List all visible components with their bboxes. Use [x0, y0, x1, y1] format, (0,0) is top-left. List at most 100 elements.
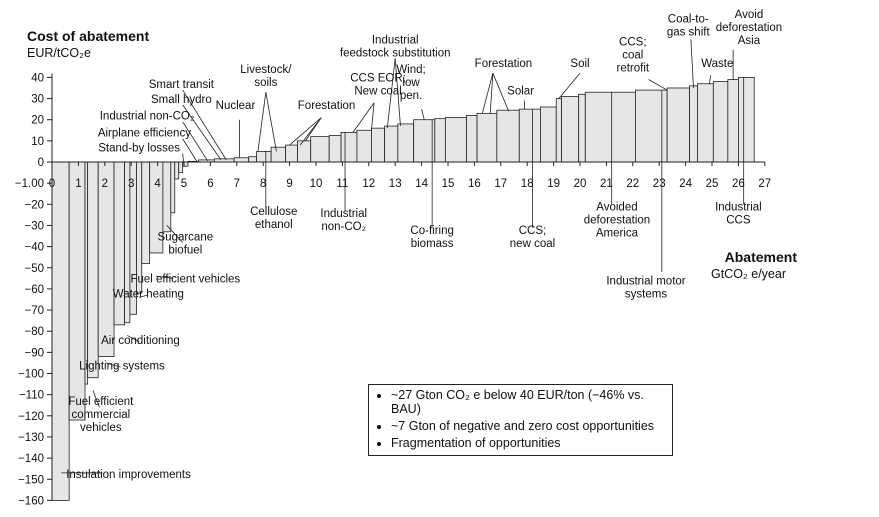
annotation-label: Industrial non-CO₂ — [100, 111, 195, 123]
y-tick-label: −90 — [24, 347, 44, 359]
y-tick-label: −110 — [19, 390, 44, 402]
annotation-label: Stand-by losses — [98, 142, 180, 154]
x-tick-label: 25 — [706, 178, 719, 190]
cost-bar — [578, 93, 586, 163]
cost-bar — [285, 144, 298, 163]
cost-bar — [476, 112, 498, 163]
x-tick-label: 20 — [574, 178, 587, 190]
leader-line — [492, 73, 510, 112]
leader-line — [182, 121, 209, 162]
x-tick-label: 18 — [521, 178, 534, 190]
cost-bar — [340, 131, 358, 163]
leader-line — [265, 92, 277, 152]
x-tick-label: 13 — [389, 178, 402, 190]
cost-bar — [97, 161, 115, 357]
y-tick-label: −160 — [18, 495, 44, 507]
cost-bar — [248, 156, 257, 163]
cost-bar — [384, 125, 399, 163]
leader-line — [352, 102, 375, 133]
annotation-label: Industrial CCS — [715, 202, 762, 227]
cost-bar — [113, 161, 126, 326]
leader-line — [489, 73, 494, 114]
cost-bar — [666, 87, 690, 163]
leader-line — [394, 58, 401, 127]
annotation-label: Coal-to-gas shift — [667, 13, 711, 38]
annotation-label: Water heating — [113, 288, 184, 300]
leader-line — [289, 117, 322, 146]
leader-line — [156, 275, 174, 279]
y-tick-label: −70 — [24, 305, 44, 317]
cost-bar — [178, 161, 184, 173]
annotation-label: Avoided deforestation America — [584, 202, 651, 240]
annotation-label: CCS; coal retrofit — [617, 37, 650, 75]
cost-bar — [434, 118, 446, 163]
annotation-label: Nuclear — [216, 100, 256, 112]
leader-line — [257, 92, 267, 152]
key-point-item: ~27 Gton CO₂ e below 40 EUR/ton (−46% vs… — [391, 388, 666, 416]
x-tick-label: 23 — [653, 178, 666, 190]
annotation-label: Smart transit — [149, 79, 215, 91]
annotation-label: Sugarcane biofuel — [158, 231, 214, 256]
leader-line — [182, 89, 227, 161]
x-tick-label: 16 — [468, 178, 481, 190]
annotation-label: Industrial feedstock substitution — [340, 35, 451, 60]
y-tick-label: −1.00 — [15, 178, 44, 190]
x-axis-units: GtCO₂ e/year — [711, 267, 786, 281]
cost-bar — [51, 161, 70, 501]
cost-bar — [87, 161, 99, 379]
x-tick-label: 1 — [75, 178, 81, 190]
annotation-label: Air conditioning — [101, 335, 180, 347]
y-tick-label: −130 — [18, 432, 44, 444]
x-tick-label: 9 — [286, 178, 292, 190]
cost-bar — [256, 151, 272, 163]
cost-bar — [518, 108, 541, 163]
y-tick-label: −100 — [18, 369, 44, 381]
annotation-label: Insulation improvements — [66, 469, 191, 481]
cost-bar — [444, 117, 467, 163]
leader-line — [558, 72, 581, 99]
annotation-label: Forestation — [298, 100, 356, 112]
x-tick-label: 12 — [362, 178, 375, 190]
annotation-label: Livestock/soils — [240, 64, 292, 89]
cost-bar — [328, 135, 342, 163]
cost-bar — [738, 77, 755, 163]
cost-bar — [584, 91, 636, 163]
annotation-label: Lighting systems — [79, 360, 165, 372]
leader-line — [386, 58, 396, 129]
annotation-label: Small hydro — [151, 94, 212, 106]
leader-line — [106, 362, 121, 368]
x-tick-label: 26 — [732, 178, 745, 190]
key-points-box: ~27 Gton CO₂ e below 40 EUR/ton (−46% vs… — [368, 384, 673, 456]
leader-line — [182, 138, 198, 163]
x-tick-label: 8 — [260, 178, 266, 190]
axes — [51, 73, 765, 501]
x-tick-label: 2 — [102, 178, 108, 190]
cost-bar — [356, 129, 372, 163]
annotation-label: Fuel efficient vehicles — [130, 274, 240, 286]
y-tick-label: −150 — [18, 474, 44, 486]
y-tick-label: 10 — [31, 136, 44, 148]
cost-bar — [397, 123, 415, 163]
cost-bar — [162, 161, 172, 233]
y-tick-label: −40 — [24, 242, 44, 254]
leader-line — [139, 294, 148, 298]
y-tick-label: 30 — [31, 94, 44, 106]
y-axis-units: EUR/tCO₂e — [27, 46, 91, 60]
cost-bar — [496, 109, 520, 163]
cost-bar — [297, 140, 312, 163]
x-tick-label: 5 — [181, 178, 187, 190]
annotation-label: Industrial motor systems — [606, 276, 685, 301]
key-point-item: ~7 Gton of negative and zero cost opport… — [391, 419, 666, 433]
annotation-label: Avoid deforestation Asia — [716, 9, 783, 47]
x-tick-label: 19 — [547, 178, 560, 190]
y-tick-label: −30 — [24, 220, 44, 232]
cost-bar — [540, 106, 557, 163]
cost-bar — [712, 81, 729, 163]
x-tick-label: 0 — [49, 178, 55, 190]
cost-bar — [371, 127, 386, 163]
annotation-label: Cellulose ethanol — [250, 206, 297, 231]
cost-bar — [727, 79, 739, 163]
y-axis-title: Cost of abatement — [27, 28, 149, 44]
cost-bar — [141, 161, 151, 264]
y-tick-label: 40 — [31, 72, 44, 84]
